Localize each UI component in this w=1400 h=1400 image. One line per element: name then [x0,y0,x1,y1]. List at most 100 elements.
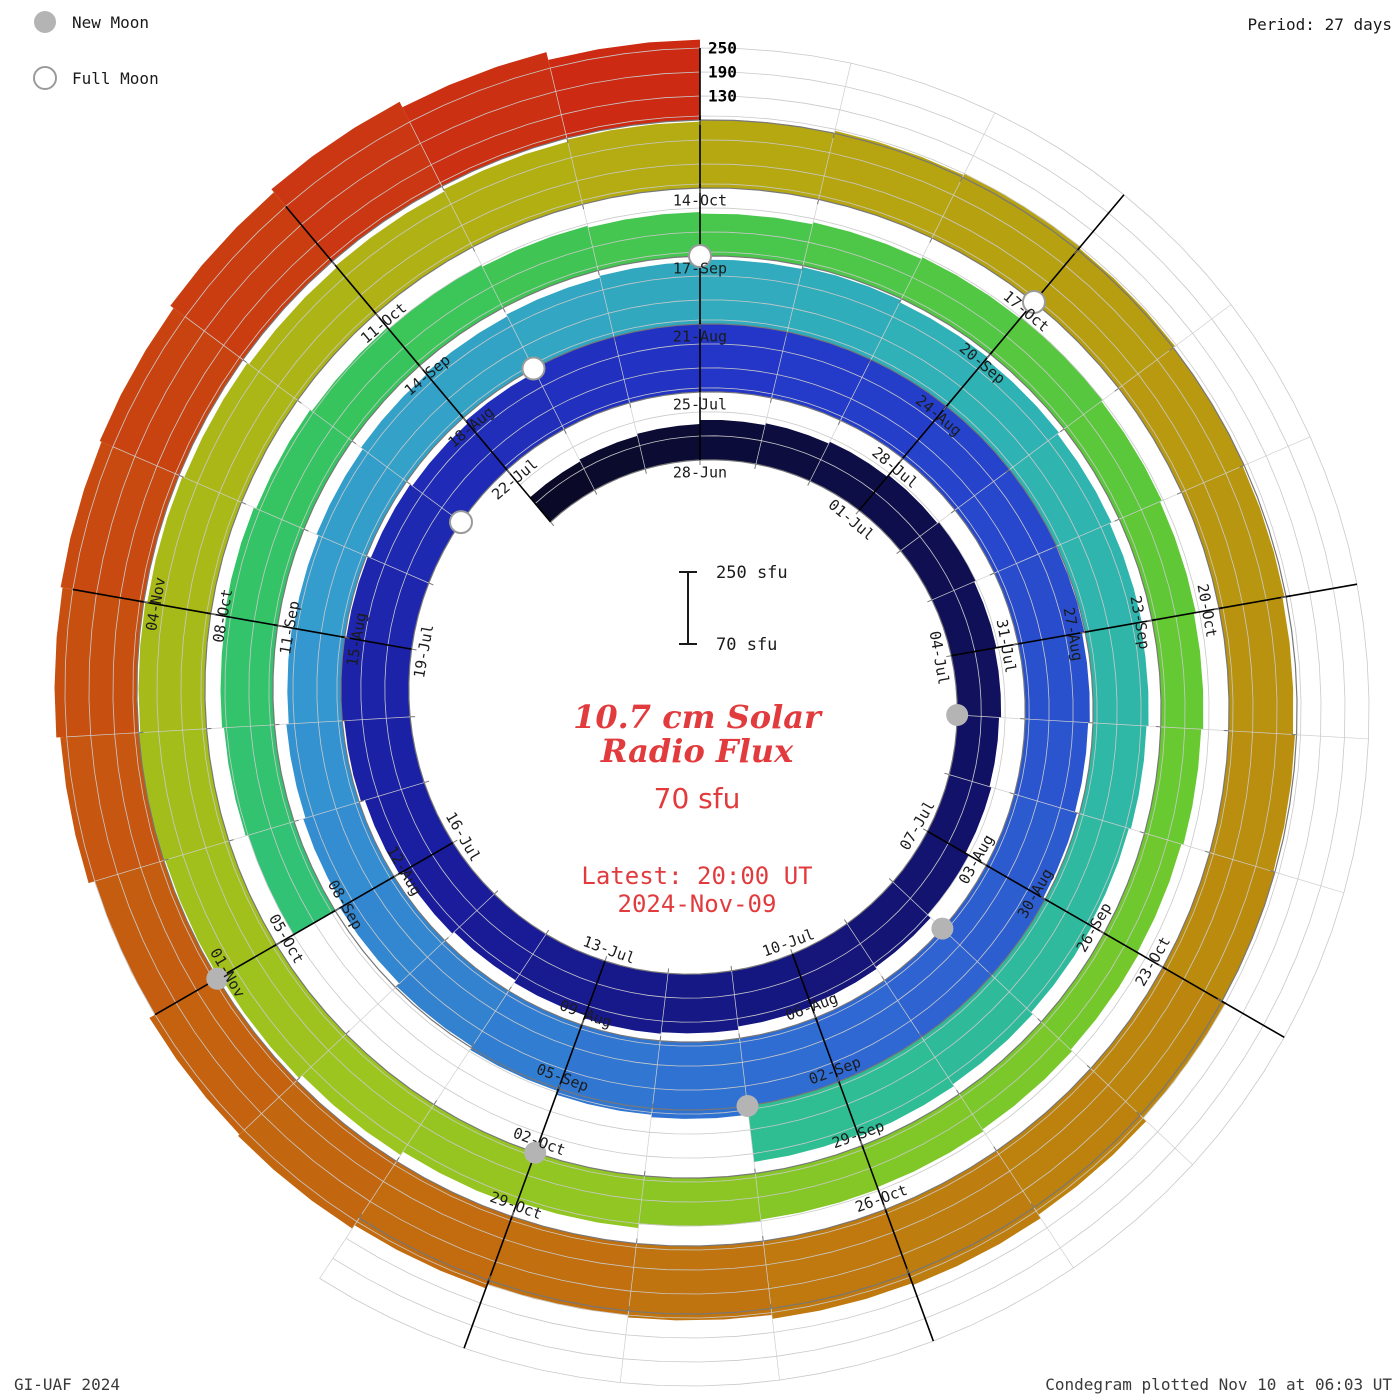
day-divider [94,860,164,882]
flux-bar [60,732,164,884]
day-divider [996,1150,1037,1212]
segment-divider [206,612,278,627]
day-divider [846,923,887,985]
flux-bar [1014,718,1089,813]
radial-axis-label: 250 [708,39,737,58]
day-tick [929,237,933,243]
day-divider [293,397,353,442]
flux-bar [792,923,877,1005]
day-tick [582,204,585,210]
day-divider [994,544,1061,574]
day-tick [898,298,902,304]
full-moon-marker [688,244,712,268]
flux-bar [885,1150,1041,1286]
day-divider [635,1175,645,1248]
day-tick [1040,896,1046,900]
day-tick [178,474,184,478]
day-tick [659,1035,662,1041]
flux-bar [815,980,925,1087]
date-label: 28-Jun [673,463,727,481]
flux-scalebar: 250 sfu 70 sfu [679,563,788,655]
day-divider [1064,385,1123,430]
segment-divider [459,414,508,471]
day-tick [411,648,417,651]
flux-bar [425,316,534,418]
day-divider [762,1241,772,1313]
day-divider [1209,852,1279,874]
flux-bar [248,821,336,935]
segment-divider [486,1216,513,1285]
day-divider [991,975,1045,1025]
day-tick [277,625,283,627]
day-tick [790,949,793,955]
day-tick [769,397,773,403]
new-moon-label: New Moon [72,13,149,32]
day-tick [1169,347,1174,352]
day-divider [809,416,843,482]
day-tick [393,873,399,878]
day-divider [175,473,242,503]
flux-bar [700,316,789,398]
day-tick [395,983,400,988]
day-tick [1009,792,1015,795]
day-tick [860,1140,863,1146]
day-tick [883,1204,886,1210]
day-divider [470,243,504,308]
flux-bar [94,860,218,1015]
day-divider [134,728,207,734]
day-tick [242,359,248,364]
segment-divider [951,642,1023,657]
day-tick [297,399,302,404]
chart-title-line2: Radio Flux [600,732,794,770]
day-tick [210,613,216,616]
segment-divider [1044,898,1109,937]
scalebar-bottom-label: 70 sfu [716,635,777,655]
day-divider [224,821,295,843]
day-tick [563,429,567,434]
flux-bar [1181,465,1285,609]
day-tick [396,1156,400,1162]
day-tick [334,907,340,912]
day-divider [319,1218,360,1279]
flux-bar [612,319,700,403]
flux-bar [454,894,546,981]
day-divider [921,1037,962,1098]
day-tick [918,1032,923,1038]
flux-bar [932,173,1081,302]
day-tick [1074,249,1079,255]
day-divider [355,782,425,804]
day-divider [468,990,509,1052]
day-tick [1158,964,1164,968]
day-tick [163,858,169,862]
day-tick [1270,870,1276,873]
segment-divider [390,841,454,880]
day-divider [565,134,583,205]
day-tick [1204,850,1210,854]
segment-divider [838,1081,865,1150]
day-divider [651,1040,661,1113]
segment-divider [273,624,345,639]
day-divider [786,261,805,332]
full-moon-marker [1022,290,1046,314]
day-divider [612,332,630,403]
day-divider [900,507,959,551]
flux-bar [293,535,367,638]
day-tick [613,336,616,342]
day-tick [1239,464,1245,468]
day-divider [342,987,396,1038]
flux-bar [942,865,1046,976]
flux-bar [755,1145,879,1220]
day-divider [290,801,360,824]
segment-divider [503,466,552,523]
day-divider [1243,436,1311,466]
new-moon-marker [931,917,954,940]
segment-divider [814,1017,842,1086]
day-tick [738,1033,741,1039]
day-tick [345,1030,350,1035]
day-tick [452,839,458,844]
day-tick [644,468,647,474]
flux-bar [1056,523,1142,633]
day-divider [1173,304,1232,348]
day-divider [202,724,275,730]
flux-bar [220,944,346,1079]
